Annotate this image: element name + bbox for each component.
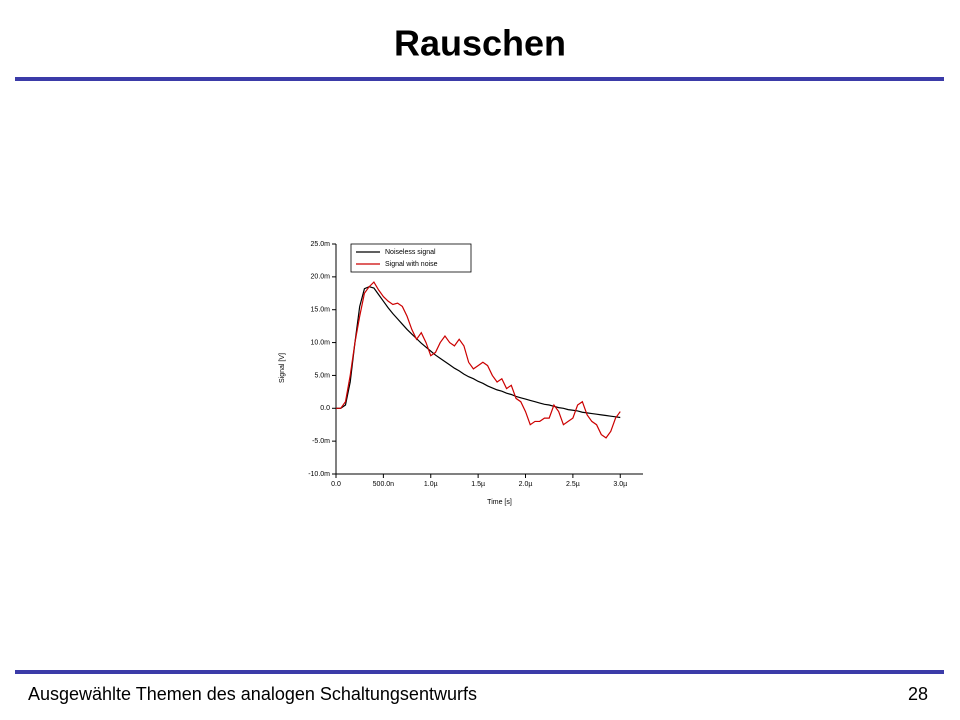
x-tick-label: 2.5µ [566, 481, 580, 488]
slide-title: Rauschen [394, 23, 566, 64]
x-tick-label: 0.0 [331, 481, 341, 488]
legend-label: Signal with noise [385, 261, 438, 268]
series-line [336, 281, 621, 439]
page-number: 28 [908, 684, 928, 704]
footer-rule [15, 670, 944, 674]
x-tick-label: 1.0µ [424, 481, 438, 488]
chart: -10.0m -5.0m 0.0 5.0m 10.0m 15.0m 20.0m 25.0m 0.… [279, 241, 643, 506]
y-tick-label: -10.0m [308, 471, 330, 478]
y-tick-label: 15.0m [311, 307, 331, 314]
x-tick-label: 2.0µ [519, 481, 533, 488]
y-tick-label: 10.0m [311, 339, 331, 346]
title-rule [15, 77, 944, 81]
y-tick-label: 25.0m [311, 241, 331, 248]
y-tick-label: 0.0 [320, 405, 330, 412]
legend-box [350, 243, 472, 273]
y-tick-label: 20.0m [311, 274, 331, 281]
legend-label: Noiseless signal [385, 249, 436, 256]
y-axis-label: Signal [V] [279, 353, 286, 383]
x-tick-label: 1.5µ [471, 481, 485, 488]
series-line [336, 286, 621, 419]
x-tick-label: 3.0µ [613, 481, 627, 488]
footer-text: Ausgewählte Themen des analogen Schaltun… [28, 684, 477, 704]
x-tick-label: 500.0n [373, 481, 395, 488]
y-tick-label: 5.0m [314, 372, 330, 379]
x-axis-label: Time [s] [487, 499, 512, 506]
y-tick-label: -5.0m [312, 438, 330, 445]
